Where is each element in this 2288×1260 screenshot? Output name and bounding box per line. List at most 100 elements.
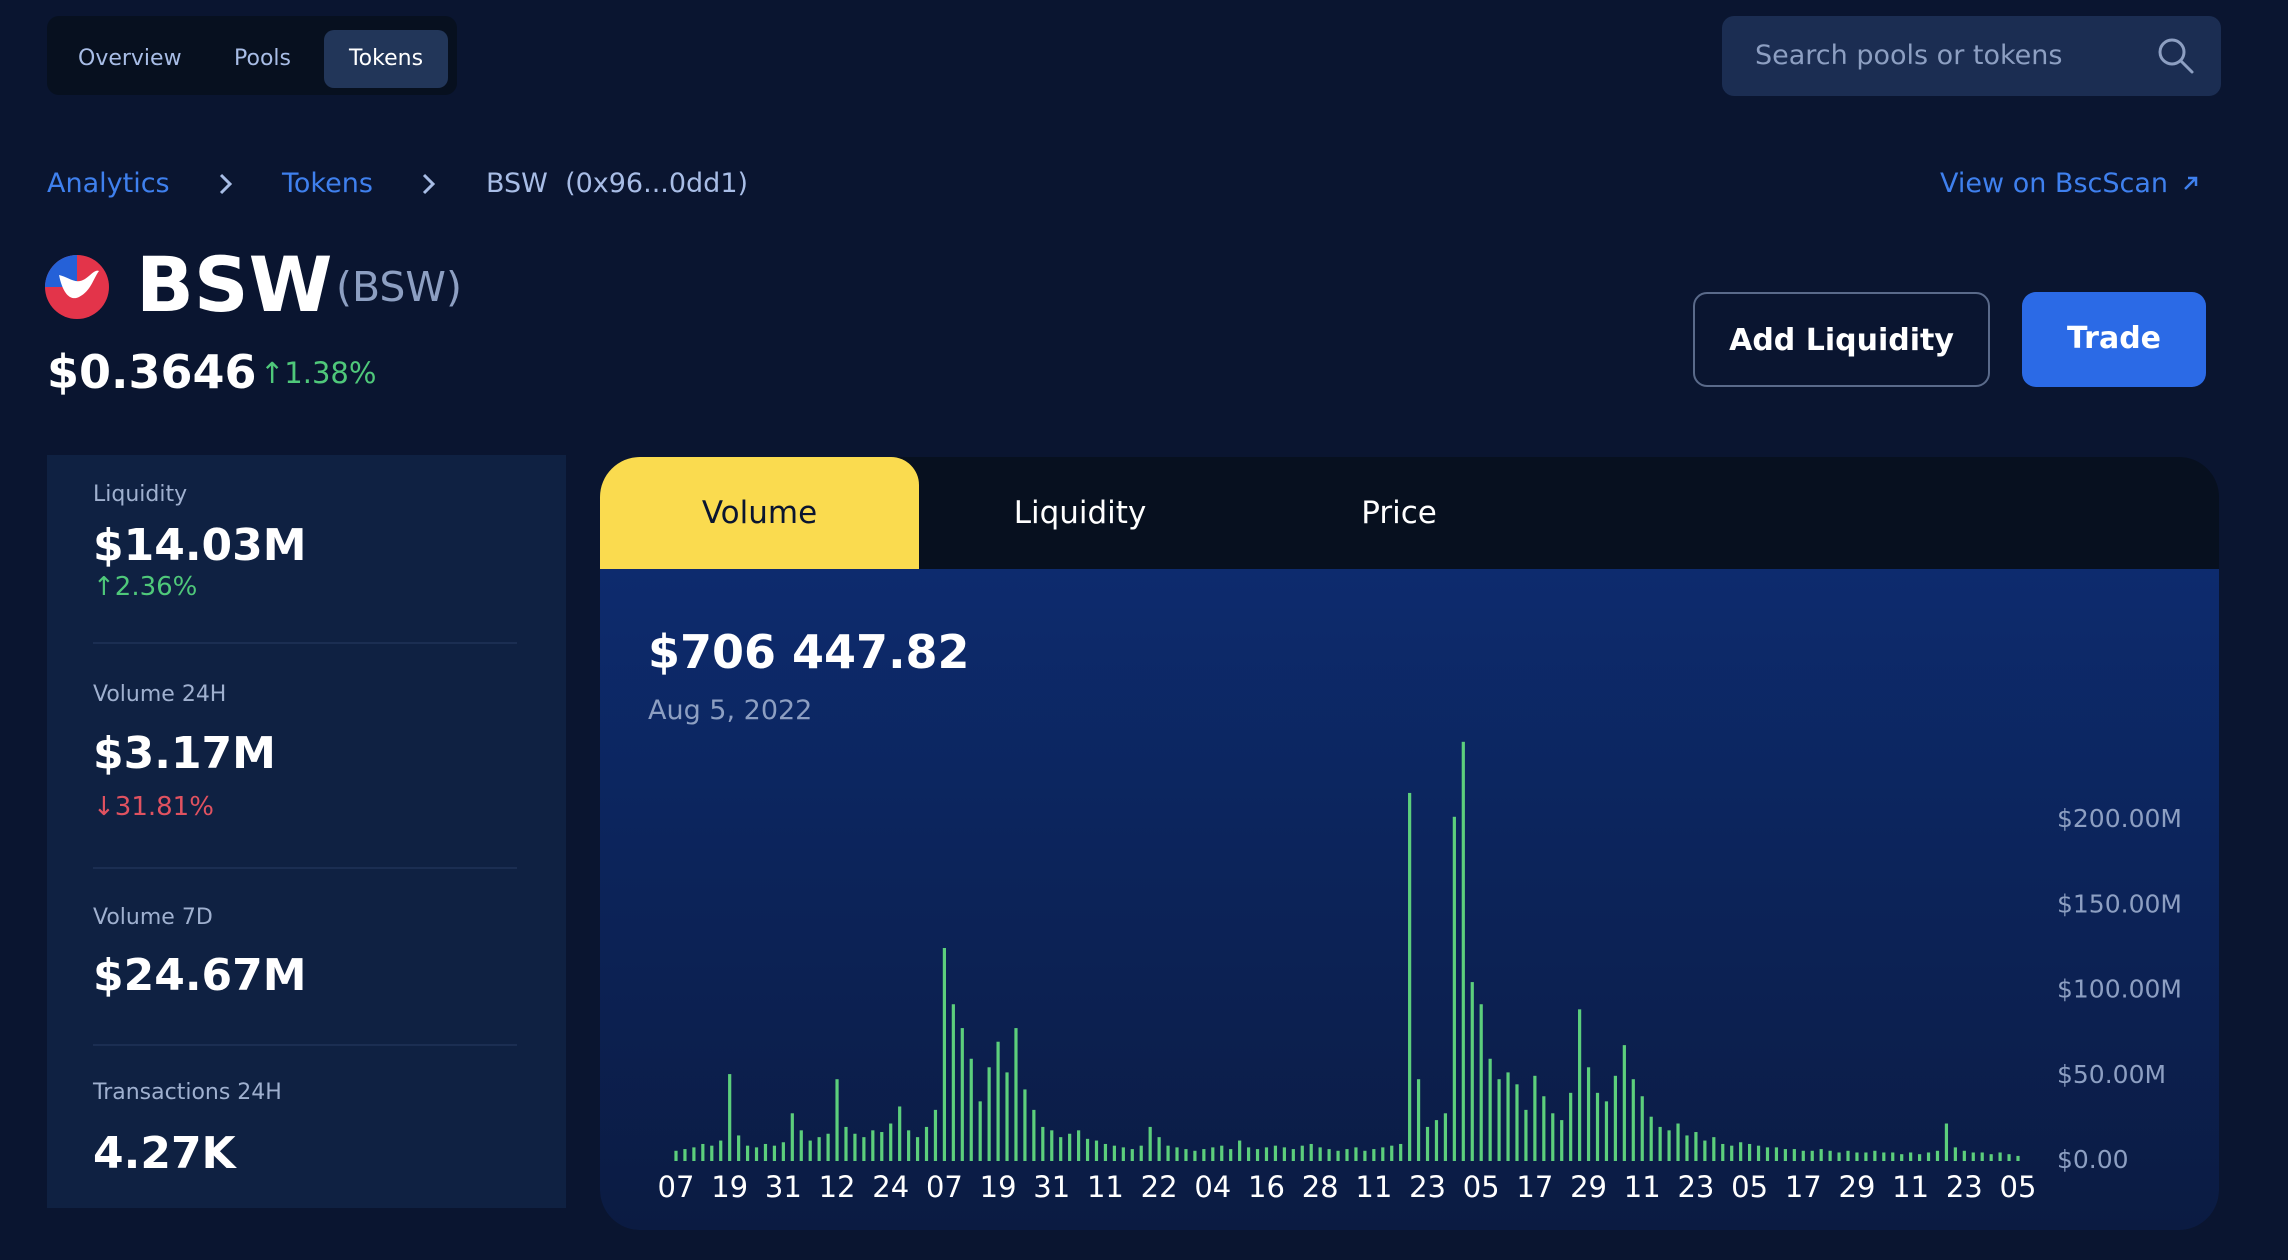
stat-value: $14.03M xyxy=(93,520,307,571)
chart-date: Aug 5, 2022 xyxy=(648,695,813,726)
bar xyxy=(1255,1149,1260,1161)
bar xyxy=(1050,1130,1054,1161)
x-tick-label: 07 xyxy=(926,1170,963,1204)
bar xyxy=(1792,1149,1796,1161)
nav-tab[interactable]: Overview xyxy=(78,46,182,71)
bar xyxy=(1202,1149,1206,1161)
bar xyxy=(960,1028,964,1161)
bar xyxy=(754,1147,759,1161)
x-tick-label: 29 xyxy=(1570,1170,1607,1204)
bar xyxy=(1077,1130,1081,1161)
divider xyxy=(93,867,517,869)
bar xyxy=(1828,1150,1832,1161)
bar xyxy=(1300,1145,1304,1161)
search-icon[interactable] xyxy=(2155,35,2197,77)
nav-tab[interactable]: Pools xyxy=(234,46,291,71)
bar xyxy=(933,1109,938,1161)
bar xyxy=(2016,1155,2020,1161)
x-tick-label: 11 xyxy=(1892,1170,1929,1204)
divider xyxy=(93,642,517,644)
stat-label: Volume 7D xyxy=(93,905,213,930)
bar xyxy=(1658,1126,1662,1161)
volume-chart: $0.00 $50.00M $100.00M $150.00M $200.00M 07 19… xyxy=(658,741,2182,1204)
bar xyxy=(1819,1149,1823,1161)
bar xyxy=(1032,1109,1036,1161)
bar xyxy=(772,1145,777,1161)
token-symbol: (BSW) xyxy=(336,263,462,311)
stat-value: 4.27K xyxy=(93,1128,236,1179)
x-tick-label: 17 xyxy=(1516,1170,1553,1204)
bar xyxy=(1291,1149,1295,1161)
bar xyxy=(1130,1149,1134,1161)
bar xyxy=(1578,1009,1582,1161)
chart-tab[interactable]: Liquidity xyxy=(1013,495,1147,531)
bar xyxy=(1184,1149,1188,1161)
x-tick-label: 07 xyxy=(658,1170,695,1204)
x-tick-label: 11 xyxy=(1355,1170,1392,1204)
bar xyxy=(978,1101,982,1161)
bar xyxy=(1685,1135,1689,1161)
bar xyxy=(1345,1149,1349,1161)
bar xyxy=(1470,982,1474,1161)
x-tick-label: 23 xyxy=(1946,1170,1983,1204)
chart-tab[interactable]: Price xyxy=(1361,495,1437,531)
bar xyxy=(719,1140,723,1161)
x-tick-label: 31 xyxy=(765,1170,802,1204)
bar xyxy=(1354,1147,1358,1161)
bar xyxy=(898,1106,902,1161)
bar xyxy=(1068,1133,1072,1161)
bar xyxy=(1479,1004,1483,1161)
bar xyxy=(1336,1150,1340,1161)
breadcrumb-link[interactable]: Analytics xyxy=(47,168,170,199)
breadcrumb-link[interactable]: Tokens xyxy=(282,168,373,199)
x-tick-label: 22 xyxy=(1141,1170,1178,1204)
bar xyxy=(1229,1149,1233,1161)
x-tick-label: 11 xyxy=(1087,1170,1124,1204)
bar xyxy=(1774,1147,1779,1161)
bar xyxy=(969,1058,973,1161)
search-box[interactable] xyxy=(1722,16,2221,96)
bar xyxy=(1640,1096,1644,1161)
x-tick-label: 12 xyxy=(819,1170,856,1204)
bar xyxy=(1497,1079,1501,1161)
bar xyxy=(1917,1154,1922,1161)
bar xyxy=(1363,1150,1367,1161)
bar xyxy=(880,1132,884,1161)
divider xyxy=(93,1044,517,1046)
bar xyxy=(996,1041,1000,1161)
nav-tab[interactable]: Tokens xyxy=(324,30,448,88)
bar xyxy=(1810,1150,1814,1161)
trade-button[interactable]: Trade xyxy=(2022,292,2206,387)
chart-tab[interactable]: Volume xyxy=(600,457,919,569)
bar xyxy=(1515,1084,1519,1161)
bar xyxy=(1461,741,1465,1161)
bar xyxy=(1309,1143,1313,1161)
bar xyxy=(1962,1150,1966,1161)
stat-value: $24.67M xyxy=(93,950,307,1001)
bar xyxy=(1148,1126,1152,1161)
bar xyxy=(1121,1147,1125,1161)
bar xyxy=(1434,1120,1439,1161)
bar xyxy=(1783,1149,1787,1161)
bar xyxy=(826,1133,830,1161)
bar xyxy=(1595,1092,1600,1161)
bar xyxy=(1005,1072,1009,1161)
token-name: BSW xyxy=(136,240,333,329)
bar xyxy=(1094,1140,1099,1161)
bar xyxy=(835,1079,839,1161)
add-liquidity-button[interactable]: Add Liquidity xyxy=(1693,292,1990,387)
external-link[interactable]: View on BscScan xyxy=(1940,168,2168,199)
bar xyxy=(1649,1116,1653,1161)
bar xyxy=(1676,1123,1680,1161)
x-tick-label: 23 xyxy=(1409,1170,1446,1204)
bar xyxy=(763,1143,768,1161)
x-tick-label: 19 xyxy=(711,1170,748,1204)
bar xyxy=(1425,1126,1430,1161)
breadcrumb-token: BSW xyxy=(486,168,548,199)
x-tick-label: 16 xyxy=(1248,1170,1285,1204)
bar xyxy=(1739,1142,1743,1161)
stat-label: Transactions 24H xyxy=(93,1080,282,1105)
bar xyxy=(1953,1147,1957,1161)
bar xyxy=(817,1137,821,1161)
bar xyxy=(1748,1143,1752,1161)
